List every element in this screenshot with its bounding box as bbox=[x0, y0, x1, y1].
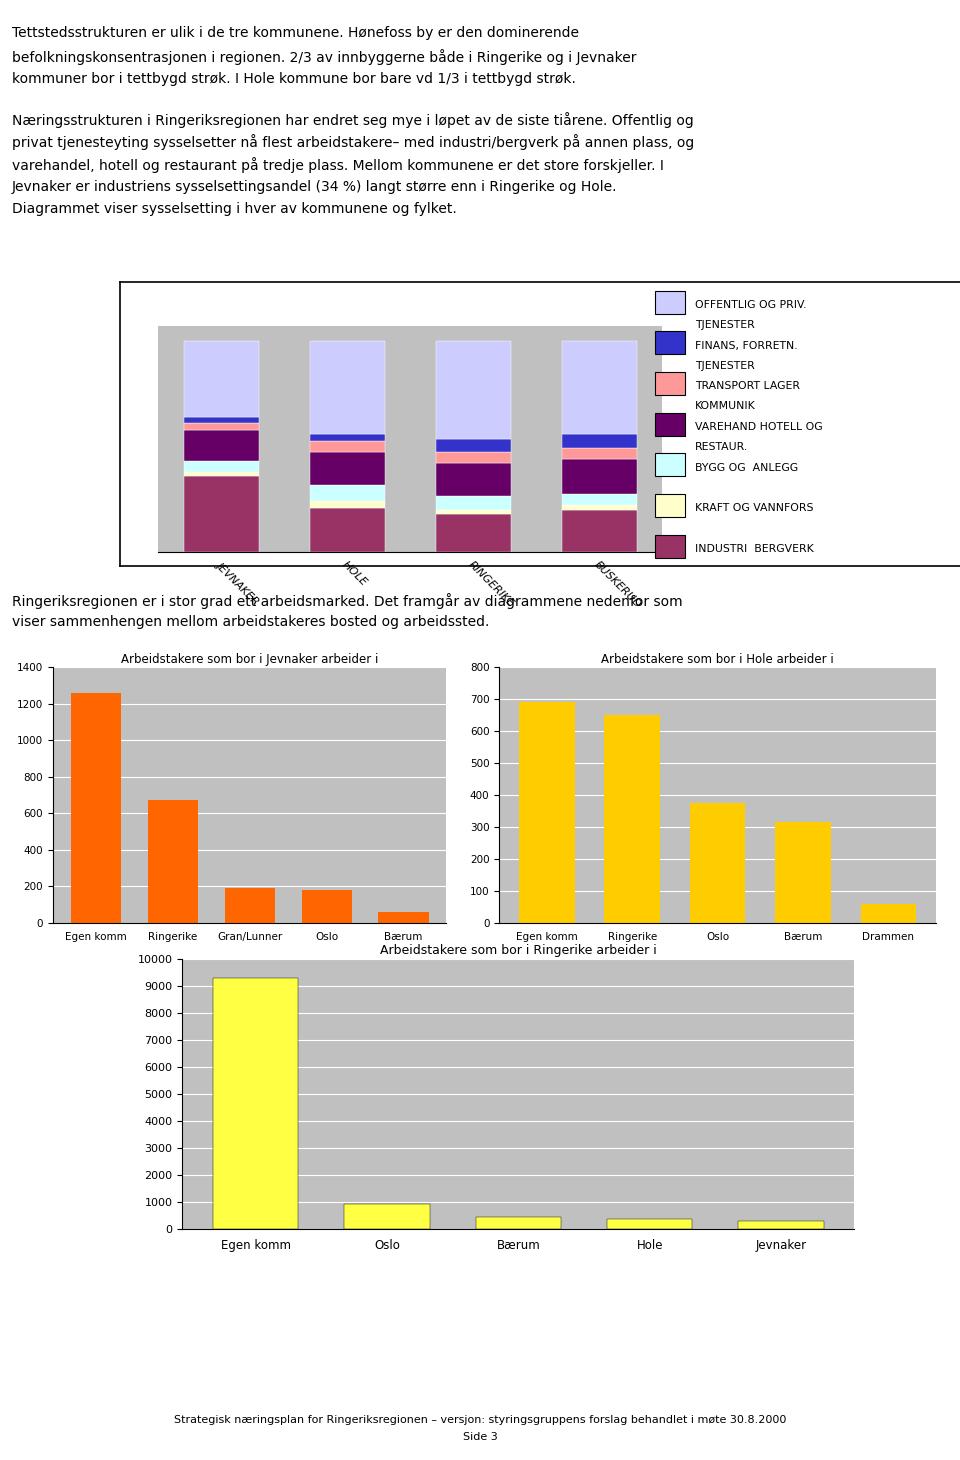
Text: Strategisk næringsplan for Ringeriksregionen – versjon: styringsgruppens forslag: Strategisk næringsplan for Ringeriksregi… bbox=[174, 1415, 786, 1425]
Text: befolkningskonsentrasjonen i regionen. 2/3 av innbyggerne både i Ringerike og i : befolkningskonsentrasjonen i regionen. 2… bbox=[12, 48, 636, 64]
Bar bbox=[213, 978, 299, 1229]
Bar bbox=[309, 342, 385, 434]
Bar bbox=[436, 496, 512, 510]
Text: Side 3: Side 3 bbox=[463, 1432, 497, 1442]
Text: kommuner bor i tettbygd strøk. I Hole kommune bor bare vd 1/3 i tettbygd strøk.: kommuner bor i tettbygd strøk. I Hole ko… bbox=[12, 72, 575, 86]
Title: Arbeidstakere som bor i Ringerike arbeider i: Arbeidstakere som bor i Ringerike arbeid… bbox=[380, 943, 657, 956]
Bar bbox=[562, 434, 637, 448]
Bar bbox=[183, 472, 259, 476]
Text: varehandel, hotell og restaurant på tredje plass. Mellom kommunene er det store : varehandel, hotell og restaurant på tred… bbox=[12, 156, 663, 172]
Bar bbox=[562, 458, 637, 493]
Bar bbox=[655, 493, 685, 517]
Bar bbox=[655, 454, 685, 476]
Bar bbox=[860, 904, 916, 923]
Bar bbox=[562, 510, 637, 552]
Text: Næringsstrukturen i Ringeriksregionen har endret seg mye i løpet av de siste tiå: Næringsstrukturen i Ringeriksregionen ha… bbox=[12, 111, 693, 127]
Bar bbox=[476, 1218, 561, 1229]
Bar bbox=[562, 448, 637, 458]
Bar bbox=[309, 441, 385, 453]
Text: BYGG OG  ANLEGG: BYGG OG ANLEGG bbox=[695, 463, 798, 473]
Bar bbox=[605, 715, 660, 923]
Text: privat tjenesteyting sysselsetter nå flest arbeidstakere– med industri/bergverk : privat tjenesteyting sysselsetter nå fle… bbox=[12, 134, 694, 150]
Bar bbox=[378, 911, 428, 923]
Bar bbox=[562, 493, 637, 505]
Text: TJENESTER: TJENESTER bbox=[695, 320, 755, 330]
Bar bbox=[345, 1203, 430, 1229]
Bar bbox=[436, 463, 512, 496]
Text: TRANSPORT LAGER: TRANSPORT LAGER bbox=[695, 381, 800, 391]
Bar bbox=[309, 508, 385, 552]
Text: viser sammenhengen mellom arbeidstakeres bosted og arbeidssted.: viser sammenhengen mellom arbeidstakeres… bbox=[12, 616, 489, 629]
Bar bbox=[183, 416, 259, 423]
Bar bbox=[690, 803, 745, 923]
Title: Arbeidstakere som bor i Jevnaker arbeider i: Arbeidstakere som bor i Jevnaker arbeide… bbox=[121, 653, 378, 666]
Text: INDUSTRI  BERGVERK: INDUSTRI BERGVERK bbox=[695, 545, 814, 553]
Title: Arbeidstakere som bor i Hole arbeider i: Arbeidstakere som bor i Hole arbeider i bbox=[601, 653, 834, 666]
Bar bbox=[309, 485, 385, 501]
Bar bbox=[301, 889, 351, 923]
Text: Ringeriksregionen er i stor grad ett arbeidsmarked. Det framgår av diagrammene n: Ringeriksregionen er i stor grad ett arb… bbox=[12, 593, 683, 609]
Bar bbox=[436, 453, 512, 463]
Bar bbox=[183, 461, 259, 472]
Text: Tettstedsstrukturen er ulik i de tre kommunene. Hønefoss by er den dominerende: Tettstedsstrukturen er ulik i de tre kom… bbox=[12, 26, 579, 41]
Text: TJENESTER: TJENESTER bbox=[695, 361, 755, 371]
Text: VAREHAND HOTELL OG: VAREHAND HOTELL OG bbox=[695, 422, 823, 432]
Bar bbox=[436, 342, 512, 438]
Text: OFFENTLIG OG PRIV.: OFFENTLIG OG PRIV. bbox=[695, 299, 806, 310]
Bar bbox=[309, 453, 385, 485]
Bar bbox=[309, 434, 385, 441]
Bar bbox=[607, 1219, 692, 1229]
Text: Jevnaker er industriens sysselsettingsandel (34 %) langt større enn i Ringerike : Jevnaker er industriens sysselsettingsan… bbox=[12, 180, 617, 194]
Bar bbox=[436, 438, 512, 453]
Text: FINANS, FORRETN.: FINANS, FORRETN. bbox=[695, 340, 798, 350]
Bar bbox=[562, 505, 637, 510]
Bar bbox=[436, 514, 512, 552]
Bar bbox=[309, 501, 385, 508]
Bar bbox=[183, 429, 259, 461]
Text: Diagrammet viser sysselsetting i hver av kommunene og fylket.: Diagrammet viser sysselsetting i hver av… bbox=[12, 201, 456, 216]
Text: RESTAUR.: RESTAUR. bbox=[695, 442, 748, 453]
Bar bbox=[655, 331, 685, 355]
Text: KRAFT OG VANNFORS: KRAFT OG VANNFORS bbox=[695, 504, 813, 514]
Bar bbox=[655, 534, 685, 558]
Bar bbox=[71, 694, 121, 923]
Bar bbox=[183, 476, 259, 552]
Bar bbox=[655, 291, 685, 314]
Bar bbox=[148, 800, 198, 923]
Bar bbox=[436, 510, 512, 514]
Bar bbox=[183, 423, 259, 429]
Bar bbox=[519, 702, 575, 923]
Bar bbox=[562, 342, 637, 434]
Bar bbox=[738, 1221, 824, 1229]
Text: KOMMUNIK: KOMMUNIK bbox=[695, 402, 756, 412]
Bar bbox=[655, 413, 685, 435]
Bar bbox=[183, 342, 259, 416]
Bar bbox=[655, 372, 685, 394]
Bar bbox=[225, 888, 275, 923]
Bar bbox=[776, 822, 830, 923]
